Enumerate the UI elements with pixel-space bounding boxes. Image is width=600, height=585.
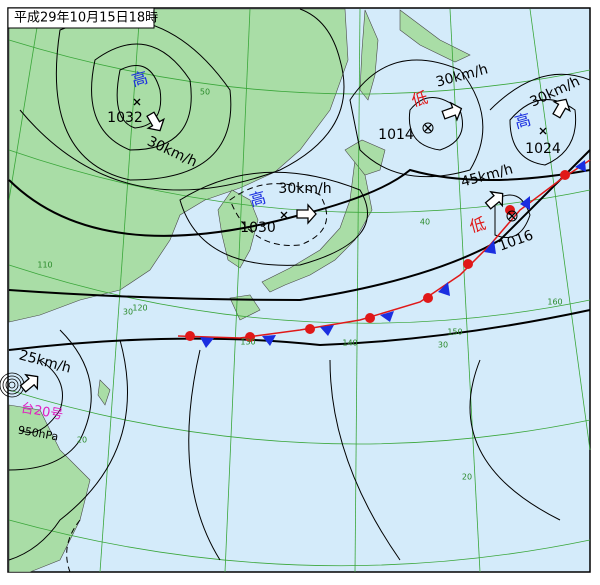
movement-arrow xyxy=(552,98,571,119)
graticule-label: 50 xyxy=(200,88,210,97)
graticule-label: 150 xyxy=(447,328,462,337)
graticule-label: 30 xyxy=(438,341,448,350)
graticule-label: 140 xyxy=(342,339,357,348)
isobars xyxy=(8,8,591,573)
center-mark xyxy=(508,212,516,220)
pressure: 1032 xyxy=(107,110,143,126)
graticule-label: 40 xyxy=(420,218,430,227)
graticule-label: 110 xyxy=(37,261,52,270)
center-mark xyxy=(280,211,288,219)
graticule-label: 130 xyxy=(240,338,255,347)
movement-arrow xyxy=(19,373,39,393)
system-kind: 低 xyxy=(468,214,488,236)
center-mark xyxy=(506,210,518,222)
graticule-label: 20 xyxy=(462,473,472,482)
typhoon-name: 台20号 xyxy=(20,401,65,423)
center-mark xyxy=(424,124,432,132)
graticule-label: 30 xyxy=(123,308,133,317)
center-mark xyxy=(539,127,547,135)
system-kind: 高 xyxy=(248,188,268,210)
typhoon-center xyxy=(8,381,16,389)
graticule-label: 160 xyxy=(547,298,562,307)
pressure: 1030 xyxy=(240,220,276,236)
system-kind: 低 xyxy=(410,88,430,110)
title: 平成29年10月15日18時 xyxy=(14,11,158,26)
movement-arrow xyxy=(146,111,165,132)
system-kind: 高 xyxy=(513,110,533,132)
center-mark xyxy=(422,122,434,134)
title-box xyxy=(7,7,155,29)
pressure: 1024 xyxy=(525,141,561,157)
movement-arrow xyxy=(441,101,463,122)
movement-arrow xyxy=(296,203,317,225)
graticule-label: 120 xyxy=(132,304,147,313)
land xyxy=(8,8,471,573)
graticule xyxy=(8,8,591,573)
system-kind: 高 xyxy=(130,68,150,90)
typhoon-center xyxy=(5,378,19,392)
movement-arrow xyxy=(484,190,504,210)
front xyxy=(177,159,591,348)
center-mark xyxy=(133,98,141,106)
speed: 30km/h xyxy=(278,181,331,197)
graticule-label: 20 xyxy=(77,436,87,445)
pressure: 1014 xyxy=(378,127,414,143)
